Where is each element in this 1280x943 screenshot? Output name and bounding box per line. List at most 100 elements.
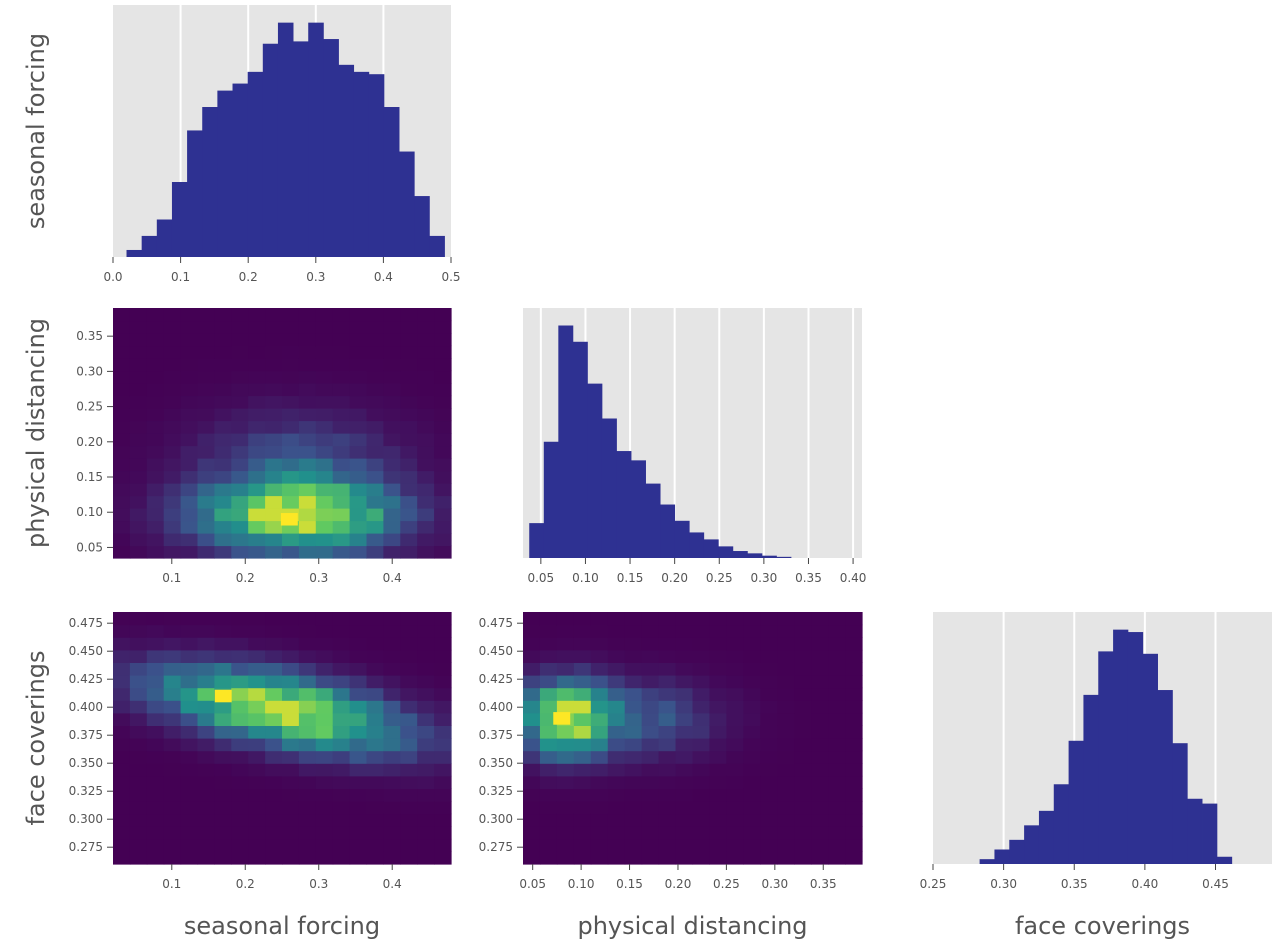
heatmap-cell: [556, 700, 575, 714]
heatmap-cell: [298, 612, 317, 626]
heatmap-cell: [383, 533, 401, 547]
x-tick-label: 0.30: [751, 571, 778, 585]
heatmap-cell: [760, 700, 778, 714]
heatmap-cell: [298, 788, 317, 802]
histogram-bar: [414, 196, 430, 257]
heatmap-cell: [434, 738, 452, 752]
heatmap-cell: [129, 738, 148, 752]
heatmap-cell: [214, 624, 232, 638]
heatmap-cell: [383, 788, 401, 802]
heatmap-cell: [315, 700, 334, 714]
heatmap-cell: [692, 725, 711, 739]
heatmap-cell: [709, 687, 727, 701]
heatmap-cell: [523, 788, 541, 802]
heatmap-cell: [573, 612, 592, 626]
heatmap-cell: [349, 624, 368, 638]
heatmap-cell: [129, 470, 148, 484]
heatmap-cell: [556, 637, 575, 651]
heatmap-cell: [573, 826, 592, 840]
heatmap-cell: [366, 508, 384, 522]
heatmap-cell: [248, 750, 266, 764]
heatmap-cell: [539, 826, 558, 840]
x-tick-label: 0.4: [383, 571, 402, 585]
heatmap-cell: [146, 445, 165, 459]
heatmap-physical-vs-seasonal: 0.1 0.2 0.3 0.4 0.05 0.10 0.15 0.20 0.25 0.30 0.35…: [22, 308, 452, 585]
heatmap-cell: [197, 495, 215, 509]
heatmap-cell: [129, 395, 148, 409]
hist-seasonal-forcing: 0.0 0.1 0.2 0.3 0.4 0.5 seasonal forcing: [22, 5, 461, 284]
heatmap-cell: [743, 612, 761, 626]
x-tick-label: 0.1: [162, 877, 181, 891]
heatmap-cell: [349, 637, 368, 651]
heatmap-cell: [231, 358, 249, 372]
heatmap-cell: [214, 408, 232, 422]
heatmap-cell: [539, 738, 558, 752]
heatmap-cell: [366, 725, 384, 739]
heatmap-cell: [607, 675, 626, 689]
heatmap-cell: [658, 851, 677, 865]
heatmap-cell: [556, 725, 575, 739]
heatmap-cell: [129, 520, 148, 534]
heatmap-cell: [400, 649, 418, 663]
heatmap-cell: [113, 308, 131, 322]
heatmap-cell: [282, 612, 300, 626]
heatmap-cell: [845, 700, 863, 714]
heatmap-cell: [828, 851, 846, 865]
heatmap-cell: [298, 801, 317, 815]
heatmap-cell: [828, 763, 846, 777]
heatmap-cell: [417, 495, 435, 509]
heatmap-cell: [845, 624, 863, 638]
heatmap-cell: [366, 358, 384, 372]
heatmap-cell: [265, 395, 283, 409]
heatmap-cell: [417, 508, 435, 522]
heatmap-cell: [315, 851, 334, 865]
heatmap-cell: [349, 533, 368, 547]
histogram-bar: [232, 83, 249, 257]
x-tick-label: 0.4: [374, 270, 393, 284]
heatmap-cell: [573, 813, 592, 827]
heatmap-cell: [692, 687, 711, 701]
heatmap-cell: [624, 801, 643, 815]
heatmap-cell: [417, 320, 435, 334]
heatmap-cell: [298, 333, 317, 347]
heatmap-cell: [641, 662, 660, 676]
heatmap-cell: [265, 725, 283, 739]
heatmap-cell: [282, 851, 300, 865]
heatmap-cell: [180, 838, 199, 852]
heatmap-cell: [349, 408, 368, 422]
heatmap-cell: [400, 395, 418, 409]
histogram-bar: [156, 219, 173, 257]
heatmap-cell: [624, 750, 643, 764]
histogram-bar: [368, 74, 385, 257]
heatmap-cell: [231, 345, 249, 359]
heatmap-cell: [265, 545, 283, 559]
heatmap-cell: [231, 333, 249, 347]
heatmap-cell: [400, 763, 418, 777]
heatmap-cell: [417, 788, 435, 802]
heatmap-cell: [400, 624, 418, 638]
heatmap-cell: [743, 675, 761, 689]
heatmap-cell: [231, 826, 249, 840]
heatmap-cell: [349, 675, 368, 689]
heatmap-cell: [265, 520, 283, 534]
heatmap-cell: [214, 649, 232, 663]
heatmap-cell: [129, 345, 148, 359]
heatmap-cell: [163, 725, 182, 739]
heatmap-cell: [417, 520, 435, 534]
heatmap-cell: [265, 637, 283, 651]
heatmap-cell: [417, 420, 435, 434]
y-axis-label: face coverings: [22, 650, 50, 825]
heatmap-cell: [349, 333, 368, 347]
heatmap-cell: [692, 612, 711, 626]
heatmap-cell: [692, 838, 711, 852]
x-tick-label: 0.15: [616, 877, 643, 891]
heatmap-cell: [366, 320, 384, 334]
y-tick-label: 0.350: [479, 756, 513, 770]
heatmap-cell: [248, 420, 266, 434]
heatmap-cell: [214, 826, 232, 840]
heatmap-cell: [400, 495, 418, 509]
heatmap-cell: [180, 813, 199, 827]
heatmap-cell: [675, 662, 694, 676]
heatmap-cell: [298, 445, 317, 459]
heatmap-cell: [113, 637, 131, 651]
